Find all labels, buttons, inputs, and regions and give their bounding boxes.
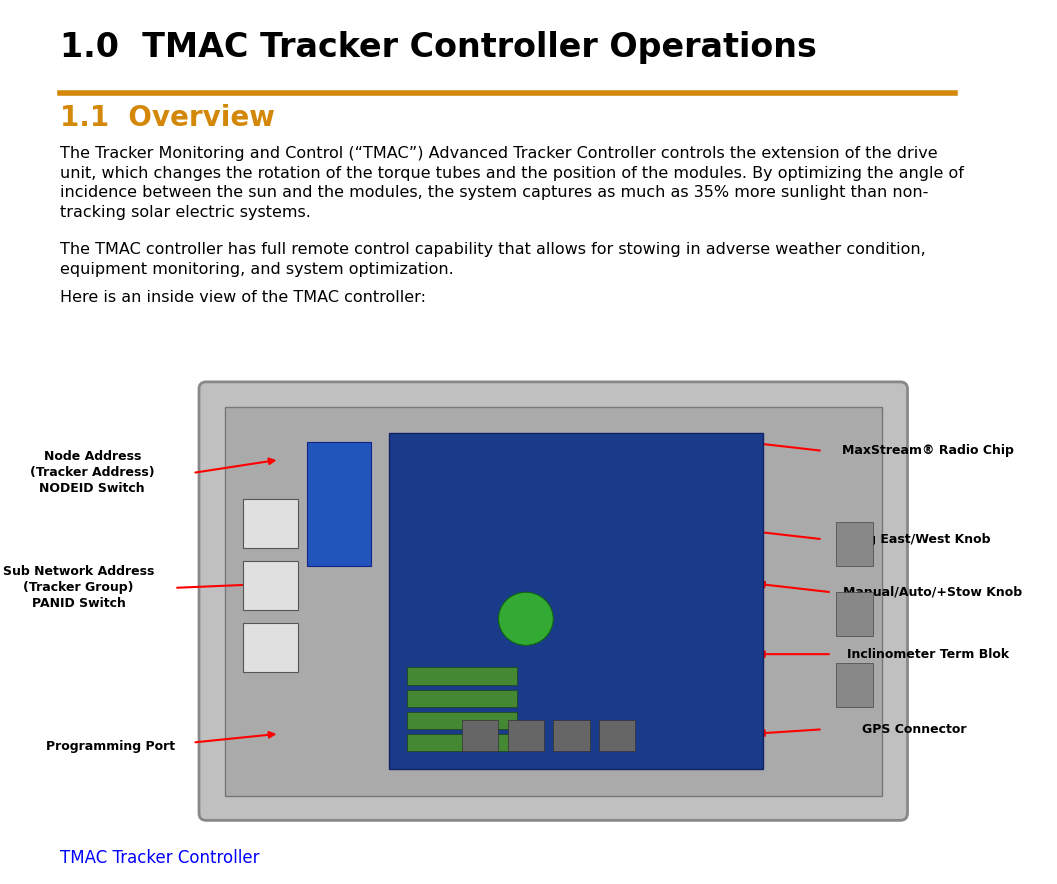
Text: GPS Connector: GPS Connector <box>861 723 966 735</box>
FancyBboxPatch shape <box>199 382 908 820</box>
Bar <box>243 561 298 610</box>
Bar <box>553 720 590 751</box>
Text: 1.1  Overview: 1.1 Overview <box>60 104 275 133</box>
Bar <box>407 667 517 685</box>
Bar <box>407 712 517 729</box>
Text: Jog East/West Knob: Jog East/West Knob <box>855 533 991 545</box>
Bar <box>836 522 873 566</box>
Bar <box>599 720 635 751</box>
Bar <box>389 433 763 769</box>
Text: MaxStream® Radio Chip: MaxStream® Radio Chip <box>841 445 1014 457</box>
Text: Inclinometer Term Blok: Inclinometer Term Blok <box>847 648 1008 660</box>
Bar <box>243 499 298 548</box>
Text: Manual/Auto/+Stow Knob: Manual/Auto/+Stow Knob <box>842 586 1022 598</box>
Bar <box>836 663 873 707</box>
Text: Sub Network Address
(Tracker Group)
PANID Switch: Sub Network Address (Tracker Group) PANI… <box>3 566 154 610</box>
Text: Node Address
(Tracker Address)
NODEID Switch: Node Address (Tracker Address) NODEID Sw… <box>30 451 154 495</box>
Bar <box>407 734 517 751</box>
Bar <box>836 592 873 636</box>
Bar <box>507 720 544 751</box>
Circle shape <box>499 592 553 645</box>
Bar <box>307 442 371 566</box>
Text: Programming Port: Programming Port <box>45 741 175 753</box>
Text: 1.0  TMAC Tracker Controller Operations: 1.0 TMAC Tracker Controller Operations <box>60 31 817 64</box>
Text: The Tracker Monitoring and Control (“TMAC”) Advanced Tracker Controller controls: The Tracker Monitoring and Control (“TMA… <box>60 146 964 220</box>
Bar <box>462 720 499 751</box>
Bar <box>224 407 882 796</box>
Text: TMAC Tracker Controller: TMAC Tracker Controller <box>60 849 260 866</box>
Bar <box>243 623 298 672</box>
Text: The TMAC controller has full remote control capability that allows for stowing i: The TMAC controller has full remote cont… <box>60 242 926 277</box>
Text: Here is an inside view of the TMAC controller:: Here is an inside view of the TMAC contr… <box>60 290 426 305</box>
Bar <box>407 690 517 707</box>
